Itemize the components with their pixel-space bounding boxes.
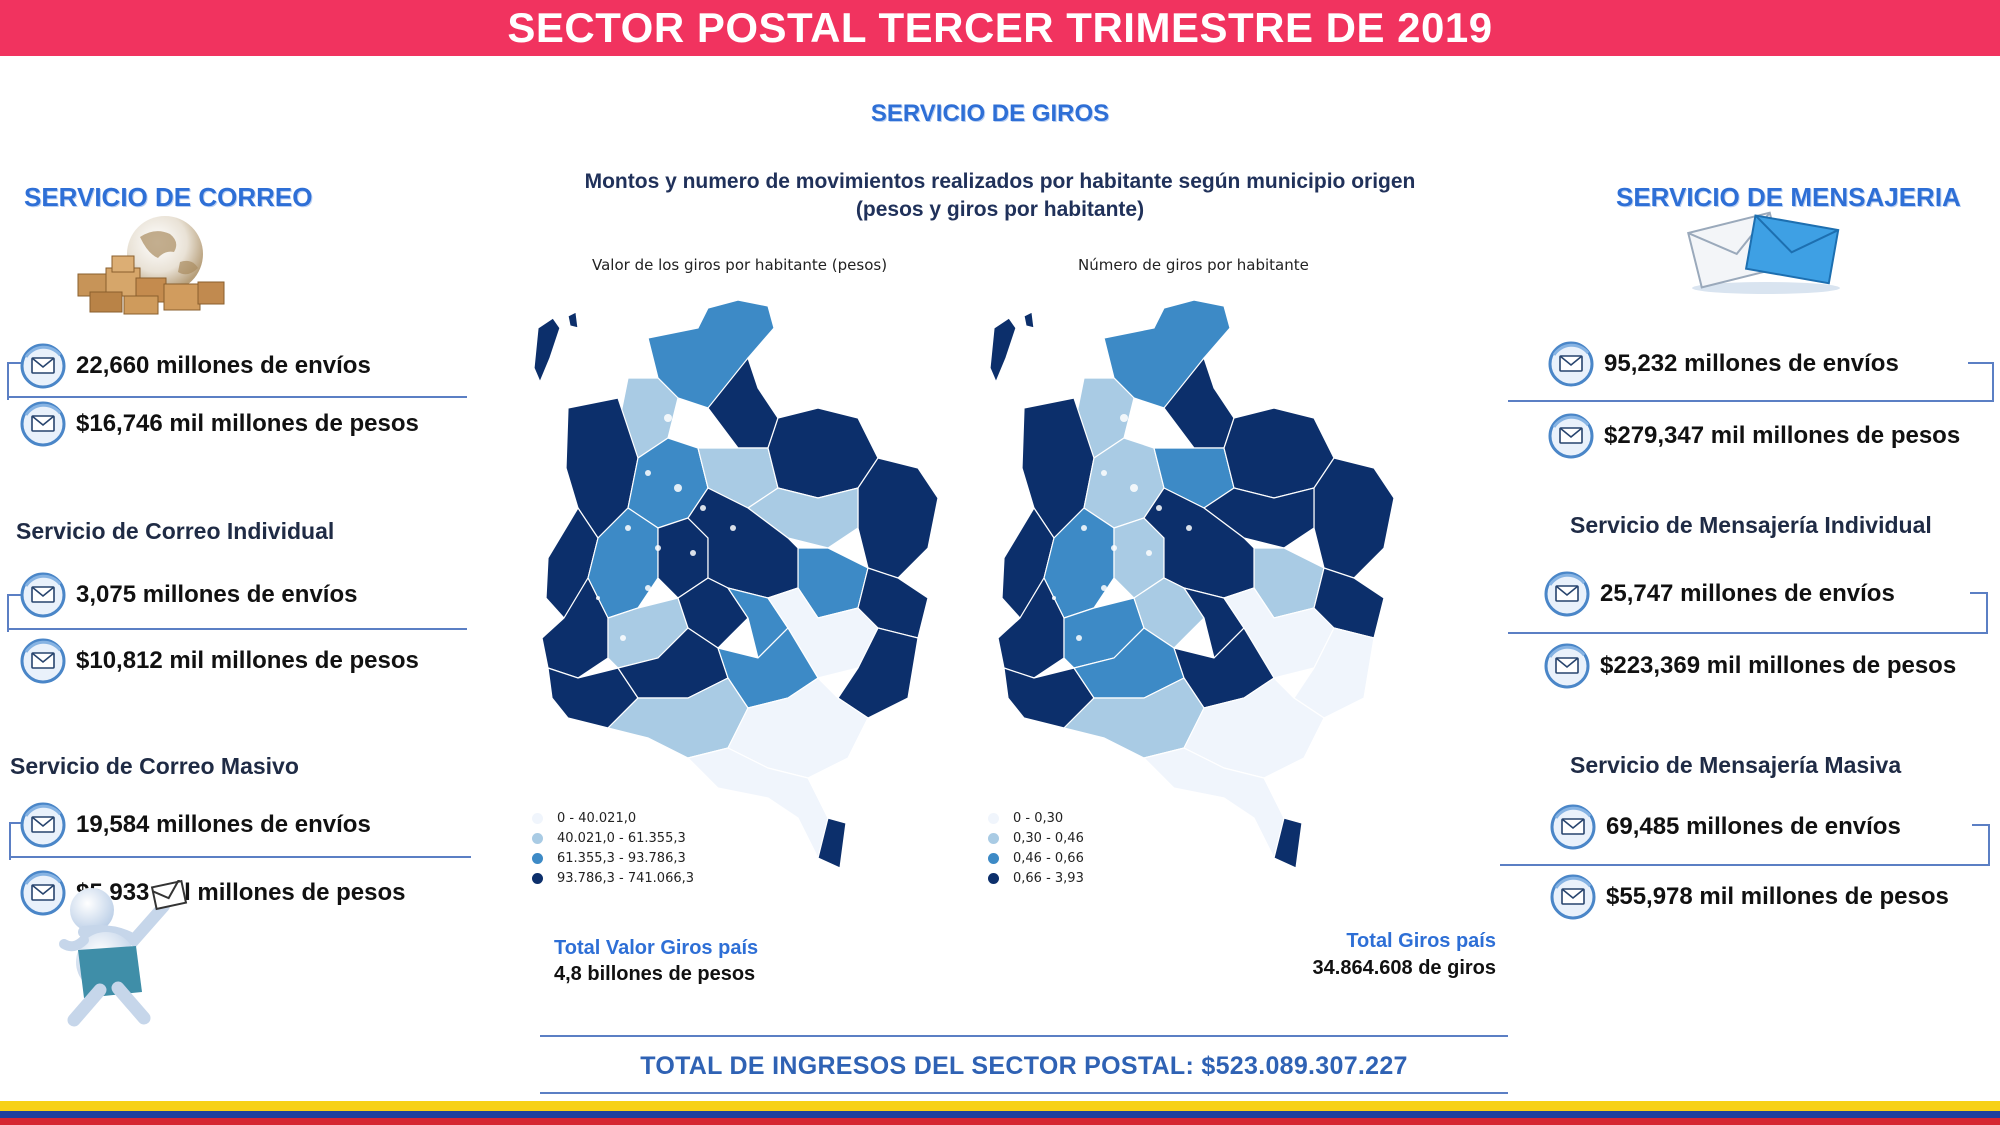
legend-numero: 0 - 0,30 0,30 - 0,46 0,46 - 0,66 0,66 - … (988, 808, 1084, 888)
divider (7, 628, 467, 630)
giros-title: SERVICIO DE GIROS (870, 100, 1110, 127)
legend-item: 0,46 - 0,66 (988, 848, 1084, 868)
giros-chart-title-line2: (pesos y giros por habitante) (855, 198, 1145, 221)
legend-swatch (532, 852, 543, 864)
mail-icon (20, 572, 66, 618)
total-giros-value: 34.864.608 de giros (1312, 957, 1496, 979)
legend-valor: 0 - 40.021,0 40.021,0 - 61.355,3 61.355,… (532, 808, 694, 888)
mensajeria-individual-envios: 25,747 millones de envíos (1544, 571, 1895, 617)
mensajeria-title: SERVICIO DE MENSAJERIA (1616, 182, 1961, 212)
bracket-line (1972, 824, 1990, 866)
mensajeria-individual-pesos: $223,369 mil millones de pesos (1544, 643, 1956, 689)
mensajeria-individual-title: Servicio de Mensajería Individual (1570, 512, 1932, 538)
correo-individual-title: Servicio de Correo Individual (16, 518, 335, 544)
legend-swatch (988, 872, 999, 884)
mail-icon (1544, 571, 1590, 617)
mensajeria-masivo-envios: 69,485 millones de envíos (1550, 804, 1901, 850)
legend-swatch (988, 852, 999, 864)
bracket-line (9, 822, 23, 860)
mail-icon (20, 401, 66, 447)
mensajeria-masivo-title: Servicio de Mensajería Masiva (1570, 752, 1902, 778)
total-valor-value: 4,8 billones de pesos (554, 963, 756, 985)
mail-icon (1550, 874, 1596, 920)
legend-swatch (532, 812, 543, 824)
bracket-line (1970, 592, 1988, 632)
legend-item: 40.021,0 - 61.355,3 (532, 828, 694, 848)
mail-icon (1548, 341, 1594, 387)
bracket-line (1968, 362, 1994, 402)
divider (1508, 400, 1994, 402)
map-left-title: Valor de los giros por habitante (pesos) (592, 256, 888, 274)
legend-item: 0 - 0,30 (988, 808, 1084, 828)
correo-masivo-pesos: $5,933 mil millones de pesos (20, 870, 405, 916)
grand-total: TOTAL DE INGRESOS DEL SECTOR POSTAL: $52… (640, 1052, 1408, 1080)
page-title: SECTOR POSTAL TERCER TRIMESTRE DE 2019 (0, 0, 2000, 56)
legend-swatch (988, 812, 999, 824)
mensajeria-envios: 95,232 millones de envíos (1548, 341, 1899, 387)
correo-pesos: $16,746 mil millones de pesos (20, 401, 419, 447)
flag-stripe-red (0, 1118, 2000, 1125)
correo-envios: 22,660 millones de envíos (20, 343, 371, 389)
mail-icon (1544, 643, 1590, 689)
correo-title: SERVICIO DE CORREO (24, 182, 313, 212)
mensajeria-pesos: $279,347 mil millones de pesos (1548, 413, 1960, 459)
legend-item: 0 - 40.021,0 (532, 808, 694, 828)
legend-swatch (532, 832, 543, 844)
globe-boxes-icon (77, 216, 225, 315)
mail-icon (20, 638, 66, 684)
divider (540, 1035, 1508, 1037)
correo-masivo-title: Servicio de Correo Masivo (10, 753, 299, 779)
legend-swatch (532, 872, 543, 884)
mail-icon (20, 343, 66, 389)
map-right-title: Número de giros por habitante (1078, 256, 1309, 274)
giros-chart-title: Montos y numero de movimientos realizado… (500, 168, 1500, 224)
legend-item: 93.786,3 - 741.066,3 (532, 868, 694, 888)
bracket-line (7, 362, 21, 400)
legend-item: 0,30 - 0,46 (988, 828, 1084, 848)
legend-swatch (988, 832, 999, 844)
divider (1508, 632, 1988, 634)
map-valor-giros (533, 299, 939, 868)
divider (540, 1092, 1508, 1094)
mail-icon (1550, 804, 1596, 850)
mail-carrier-icon (59, 880, 188, 1027)
divider (7, 396, 467, 398)
total-valor-label: Total Valor Giros país (554, 937, 759, 959)
correo-individual-pesos: $10,812 mil millones de pesos (20, 638, 419, 684)
divider (9, 856, 471, 858)
total-giros-label: Total Giros país (1346, 930, 1496, 952)
legend-item: 61.355,3 - 93.786,3 (532, 848, 694, 868)
correo-individual-envios: 3,075 millones de envíos (20, 572, 357, 618)
envelopes-icon (1687, 211, 1840, 294)
map-numero-giros (989, 299, 1395, 868)
mensajeria-masivo-pesos: $55,978 mil millones de pesos (1550, 874, 1949, 920)
mail-icon (1548, 413, 1594, 459)
correo-masivo-envios: 19,584 millones de envíos (20, 802, 371, 848)
mail-icon (20, 802, 66, 848)
flag-stripe-yellow (0, 1101, 2000, 1111)
divider (1500, 864, 1990, 866)
legend-item: 0,66 - 3,93 (988, 868, 1084, 888)
bracket-line (7, 594, 21, 632)
flag-stripe-blue (0, 1111, 2000, 1118)
giros-chart-title-line1: Montos y numero de movimientos realizado… (584, 170, 1416, 193)
